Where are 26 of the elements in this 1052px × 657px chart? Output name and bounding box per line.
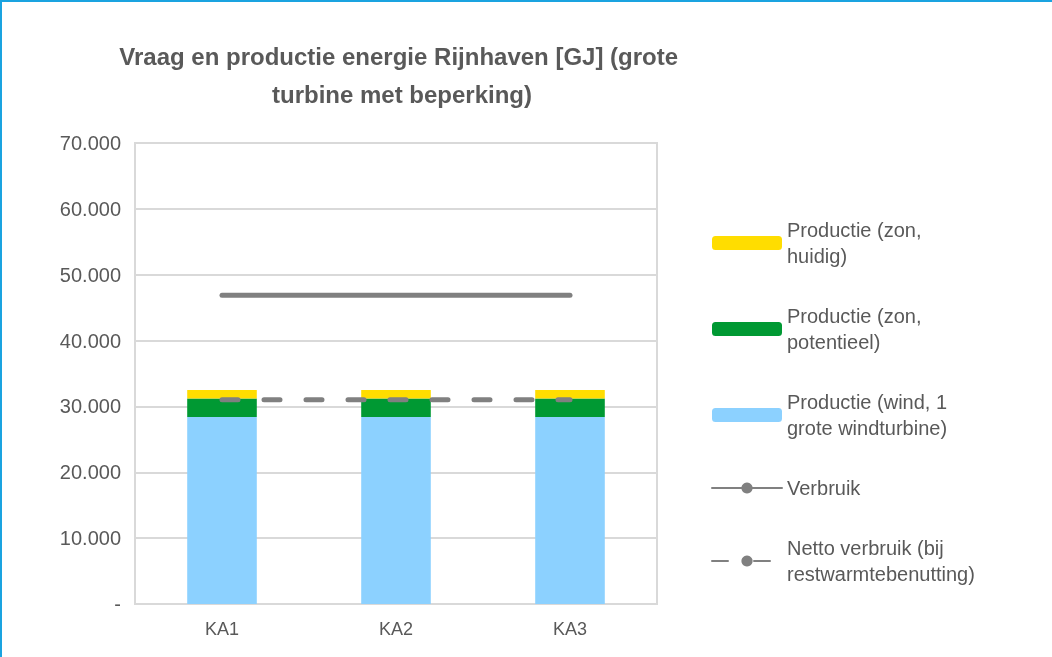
bar bbox=[361, 398, 431, 417]
legend-label: Productie (wind, 1 grote windturbine) bbox=[787, 391, 953, 439]
y-tick-label: 20.000 bbox=[59, 461, 121, 484]
x-tick-label: KA3 bbox=[552, 619, 588, 639]
y-tick-label: - bbox=[114, 593, 121, 615]
bar bbox=[187, 398, 257, 417]
chart-title: Vraag en productie energie Rijnhaven [GJ] (grote turbine met beperking) bbox=[119, 42, 685, 108]
bar bbox=[361, 389, 431, 399]
bar bbox=[361, 416, 431, 604]
bar bbox=[187, 416, 257, 604]
legend-label: Netto verbruik (bij restwarmtebenutting) bbox=[787, 537, 975, 585]
legend-label: Productie (zon, huidig) bbox=[787, 219, 928, 267]
legend-label: Verbruik bbox=[787, 477, 862, 499]
bar bbox=[535, 389, 605, 399]
y-tick-label: 30.000 bbox=[59, 395, 121, 418]
y-tick-label: 60.000 bbox=[59, 197, 121, 220]
bar bbox=[535, 416, 605, 604]
y-tick-label: 10.000 bbox=[59, 527, 121, 550]
bar bbox=[535, 398, 605, 417]
x-tick-label: KA2 bbox=[378, 619, 414, 639]
y-tick-label: 50.000 bbox=[59, 263, 121, 286]
bar bbox=[187, 389, 257, 399]
y-tick-label: 40.000 bbox=[59, 329, 121, 352]
y-tick-label: 70.000 bbox=[59, 132, 121, 154]
x-tick-label: KA1 bbox=[204, 619, 240, 639]
legend-label: Productie (zon, potentieel) bbox=[787, 305, 928, 353]
